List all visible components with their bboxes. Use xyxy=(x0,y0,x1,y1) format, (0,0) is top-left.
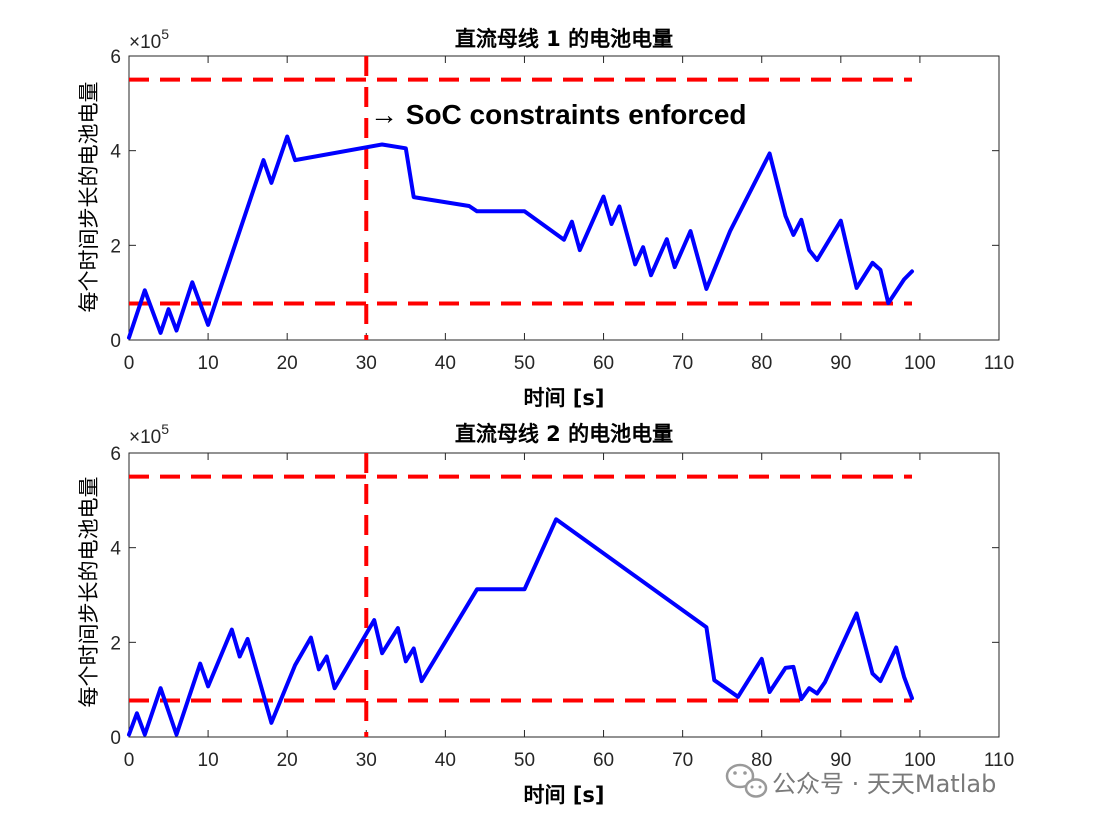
x-tick-label: 30 xyxy=(356,750,377,771)
x-tick-label: 60 xyxy=(593,750,614,771)
axes-box xyxy=(128,55,1000,341)
x-tick-label: 80 xyxy=(751,750,772,771)
x-tick-label: 30 xyxy=(356,353,377,374)
x-tick-label: 20 xyxy=(277,750,298,771)
x-axis-label: 时间 [s] xyxy=(523,386,604,410)
x-tick-label: 80 xyxy=(751,353,772,374)
x-tick-label: 60 xyxy=(593,353,614,374)
y-tick-label: 6 xyxy=(110,47,121,68)
y-tick-label: 2 xyxy=(110,633,121,654)
y-tick-label: 6 xyxy=(110,444,121,465)
y-exponent-power: 5 xyxy=(161,421,169,437)
x-tick-label: 10 xyxy=(198,353,219,374)
svg-text:×105: ×105 xyxy=(129,26,169,53)
x-tick-label: 20 xyxy=(277,353,298,374)
x-tick-label: 100 xyxy=(904,750,936,771)
y-exponent-base: ×10 xyxy=(129,32,161,53)
watermark: 公众号 · 天天Matlab xyxy=(725,763,996,798)
y-axis-label: 每个时间步长的电池电量 xyxy=(77,477,101,708)
y-exponent-base: ×10 xyxy=(129,427,161,448)
y-tick-label: 0 xyxy=(110,331,121,352)
x-tick-label: 100 xyxy=(904,353,936,374)
chart-title: 直流母线 2 的电池电量 xyxy=(455,422,673,446)
x-tick-label: 10 xyxy=(198,750,219,771)
svg-text:×105: ×105 xyxy=(129,421,169,448)
x-axis-label: 时间 [s] xyxy=(523,783,604,807)
y-tick-label: 4 xyxy=(110,539,121,560)
x-tick-label: 50 xyxy=(514,750,535,771)
x-tick-label: 110 xyxy=(984,353,1014,374)
x-tick-label: 90 xyxy=(830,750,851,771)
x-tick-label: 90 xyxy=(830,353,851,374)
x-tick-label: 70 xyxy=(672,750,693,771)
y-tick-label: 4 xyxy=(110,142,121,163)
battery-charge-line xyxy=(127,134,914,340)
x-tick-label: 40 xyxy=(435,750,456,771)
axes-box xyxy=(128,452,1000,738)
x-tick-label: 70 xyxy=(672,353,693,374)
y-exponent-power: 5 xyxy=(161,26,169,42)
x-tick-label: 50 xyxy=(514,353,535,374)
annotation-text: → SoC constraints enforced xyxy=(370,99,747,130)
battery-charge-line xyxy=(127,517,914,737)
y-axis-label: 每个时间步长的电池电量 xyxy=(77,82,101,313)
y-tick-label: 2 xyxy=(110,236,121,257)
x-tick-label: 110 xyxy=(984,750,1014,771)
x-tick-label: 40 xyxy=(435,353,456,374)
y-tick-label: 0 xyxy=(110,728,121,749)
chart-title: 直流母线 1 的电池电量 xyxy=(455,27,673,51)
x-tick-label: 0 xyxy=(124,750,135,771)
watermark-text: 公众号 · 天天Matlab xyxy=(772,770,996,798)
x-tick-label: 0 xyxy=(124,353,135,374)
wechat-icon xyxy=(725,763,768,798)
